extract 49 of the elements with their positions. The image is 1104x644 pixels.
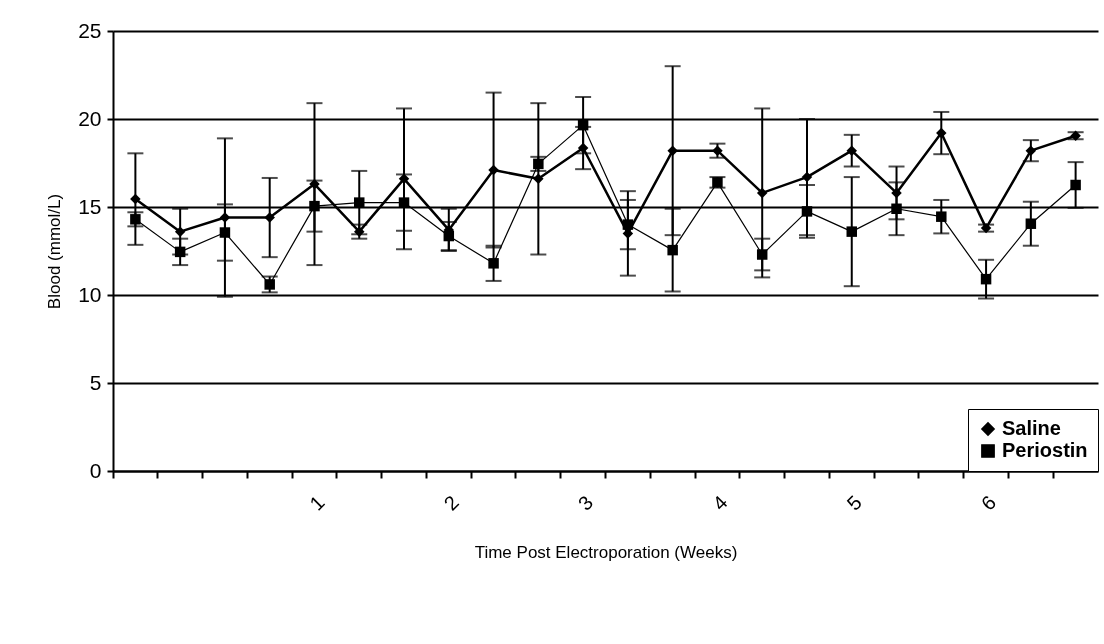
point [846,226,857,237]
point [891,187,902,199]
point [354,197,365,208]
x-tick-label: 5 [842,491,866,515]
point [577,119,589,131]
point [667,145,678,156]
x-axis-title: Time Post Electroporation (Weeks) [474,542,738,562]
point [219,212,231,223]
point [533,173,544,185]
x-tick-label: 3 [573,491,598,515]
point [1070,179,1081,191]
point [756,187,768,199]
point [801,206,813,217]
y-tick-label: 25 [78,18,102,42]
point [309,200,320,212]
point [174,246,186,258]
point [667,244,678,256]
y-tick-label: 5 [89,370,102,394]
legend-label: Periostin [1002,439,1088,461]
y-tick-label: 10 [78,282,102,306]
x-tick-label: 6 [976,491,1001,515]
y-axis-title: Blood (mmol/L) [45,193,65,310]
point [936,211,947,222]
x-tick-label: 1 [305,491,329,515]
point [846,145,857,156]
point [264,212,275,223]
point [309,178,320,190]
point [174,226,186,237]
point [398,197,410,208]
y-tick-label: 15 [78,194,102,218]
point [1025,218,1037,229]
point [936,127,947,139]
point [130,193,141,205]
point [801,171,813,183]
point [219,227,231,238]
point [756,249,768,260]
point [891,203,902,214]
legend-label: Saline [1002,417,1061,439]
x-tick-label: 2 [439,491,463,515]
point [980,273,992,285]
x-tick-label: 4 [708,491,732,515]
point [488,164,499,176]
point [1025,145,1037,156]
point [488,258,499,269]
y-tick-label: 0 [89,458,102,482]
point [622,219,634,230]
point [264,279,275,290]
point [443,230,455,242]
y-tick-label: 20 [78,106,102,130]
